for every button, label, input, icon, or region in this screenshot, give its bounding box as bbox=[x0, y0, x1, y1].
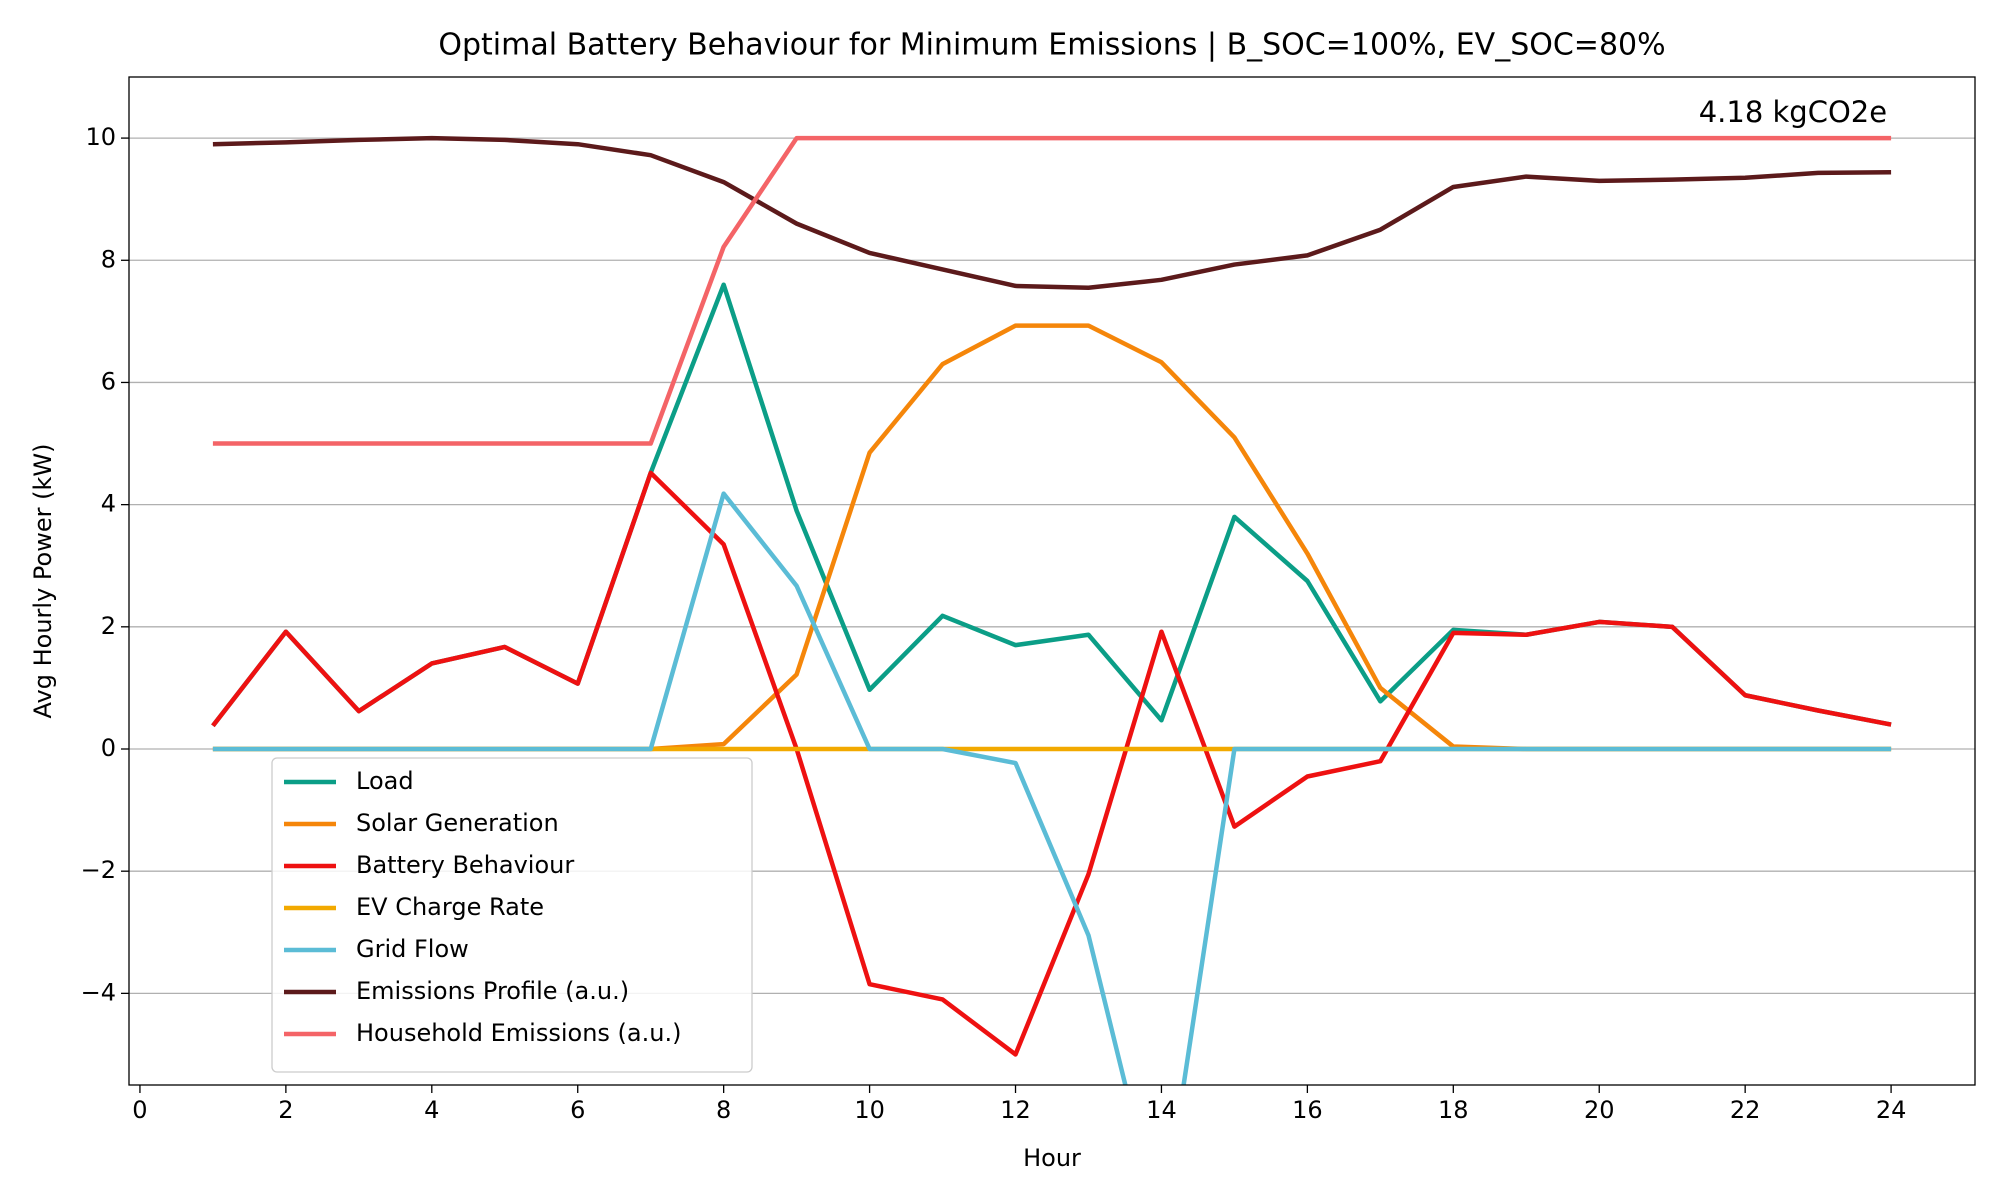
x-tick-label: 16 bbox=[1292, 1096, 1323, 1124]
x-tick-label: 20 bbox=[1584, 1096, 1615, 1124]
x-tick-label: 14 bbox=[1146, 1096, 1177, 1124]
x-tick-label: 12 bbox=[1000, 1096, 1031, 1124]
series-line bbox=[212, 491, 1892, 1085]
legend-label: Battery Behaviour bbox=[356, 851, 574, 879]
legend-box bbox=[271, 757, 753, 1073]
y-tick-label: −4 bbox=[81, 978, 116, 1006]
legend-label: Solar Generation bbox=[356, 809, 559, 837]
legend-label: Grid Flow bbox=[356, 935, 469, 963]
x-tick-label: 8 bbox=[716, 1096, 731, 1124]
x-tick-label: 10 bbox=[854, 1096, 885, 1124]
series-line bbox=[212, 135, 1892, 446]
y-tick-label: 0 bbox=[101, 734, 116, 762]
series-line bbox=[212, 135, 1892, 291]
series-line bbox=[212, 323, 1892, 752]
legend-label: Emissions Profile (a.u.) bbox=[356, 977, 629, 1005]
chart-title: Optimal Battery Behaviour for Minimum Em… bbox=[438, 28, 1665, 63]
x-tick-label: 18 bbox=[1438, 1096, 1469, 1124]
series-line bbox=[211, 470, 1892, 1057]
x-tick-label: 22 bbox=[1730, 1096, 1761, 1124]
legend-label: EV Charge Rate bbox=[356, 893, 544, 921]
x-tick-label: 2 bbox=[278, 1096, 293, 1124]
y-tick-label: 4 bbox=[101, 490, 116, 518]
x-tick-label: 0 bbox=[132, 1096, 147, 1124]
plot-frame bbox=[128, 76, 1976, 1086]
y-tick-label: −2 bbox=[81, 856, 116, 884]
x-tick-label: 6 bbox=[570, 1096, 585, 1124]
y-tick-label: 8 bbox=[101, 245, 116, 273]
y-tick-label: 10 bbox=[85, 123, 116, 151]
x-tick-label: 4 bbox=[424, 1096, 439, 1124]
y-axis-label: Avg Hourly Power (kW) bbox=[29, 444, 57, 719]
legend-label: Load bbox=[356, 767, 414, 795]
legend-label: Household Emissions (a.u.) bbox=[356, 1019, 681, 1047]
x-tick-label: 24 bbox=[1876, 1096, 1907, 1124]
y-tick-label: 2 bbox=[101, 612, 116, 640]
x-axis-label: Hour bbox=[1023, 1144, 1081, 1172]
annotation: 4.18 kgCO2e bbox=[1699, 95, 1887, 129]
y-tick-label: 6 bbox=[101, 367, 116, 395]
